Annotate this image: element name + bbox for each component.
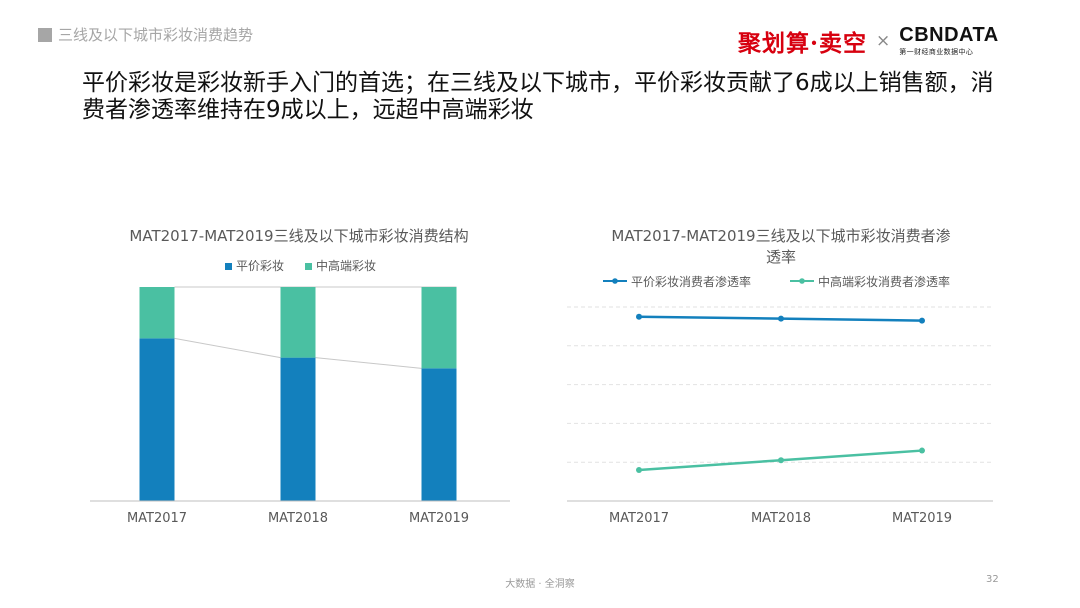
legend-marker-premium [799,278,805,284]
x-tick-label: MAT2019 [409,511,469,526]
legend-label-affordable: 平价彩妆 [236,259,284,273]
penetration-rate-chart: MAT2017-MAT2019三线及以下城市彩妆消费者渗 透率 平价彩妆消费者渗透率… [545,218,1015,528]
x-tick-label: MAT2017 [127,511,187,526]
logo-group: 聚划算·卖空 × CBNDATA 第一财经商业数据中心 [738,24,999,58]
logo-cross: × [876,31,891,51]
consumption-structure-chart: MAT2017-MAT2019三线及以下城市彩妆消费结构平价彩妆 中高端彩妆 MAT… [90,218,550,528]
data-point-premium-MAT2019 [919,447,925,454]
data-point-premium-MAT2017 [636,466,642,473]
section-square-icon [38,27,52,42]
bar-connector-line [315,357,422,369]
bar-premium-MAT2018 [280,287,316,358]
juhuasuan-logo: 聚划算·卖空 [738,30,868,57]
data-point-affordable-MAT2019 [919,317,925,324]
page-headline: 平价彩妆是彩妆新手入门的首选；在三线及以下城市，平价彩妆贡献了6成以上销售额，消… [82,70,994,123]
data-point-premium-MAT2018 [778,457,784,464]
footer-tagline: 大数据 · 全洞察 [505,579,575,590]
chart-title: MAT2017-MAT2019三线及以下城市彩妆消费结构 [129,227,468,245]
legend-swatch-affordable [225,263,232,270]
x-tick-label: MAT2018 [268,511,328,526]
x-tick-label: MAT2019 [892,511,952,526]
bar-premium-MAT2019 [421,287,457,369]
legend-label-premium: 中高端彩妆消费者渗透率 [818,274,950,289]
bar-affordable-MAT2019 [421,368,457,501]
chart-title: MAT2017-MAT2019三线及以下城市彩妆消费者渗 [611,227,950,245]
cbndata-logo-subtext: 第一财经商业数据中心 [899,48,974,56]
section-tag: 三线及以下城市彩妆消费趋势 [38,24,253,45]
legend-swatch-premium [305,263,312,270]
chart-title-line-2: 透率 [766,248,796,266]
bar-premium-MAT2017 [139,287,175,339]
data-point-affordable-MAT2017 [636,313,642,320]
page-number: 32 [986,574,999,585]
cbndata-logo: CBNDATA 第一财经商业数据中心 [899,25,998,57]
legend-label-premium: 中高端彩妆 [316,258,376,273]
x-tick-label: MAT2018 [751,511,811,526]
bar-connector-line [174,337,281,359]
x-tick-label: MAT2017 [609,511,669,526]
section-label: 三线及以下城市彩妆消费趋势 [58,26,254,44]
bar-affordable-MAT2017 [139,338,175,501]
bar-affordable-MAT2018 [280,357,316,501]
legend-label-affordable: 平价彩妆消费者渗透率 [631,274,751,289]
data-point-affordable-MAT2018 [778,315,784,322]
cbndata-logo-text: CBNDATA [899,24,999,46]
legend-marker-affordable [612,278,618,284]
line-chart-svg: MAT2017-MAT2019三线及以下城市彩妆消费者渗透率平价彩妆消费者渗透率… [567,227,993,526]
